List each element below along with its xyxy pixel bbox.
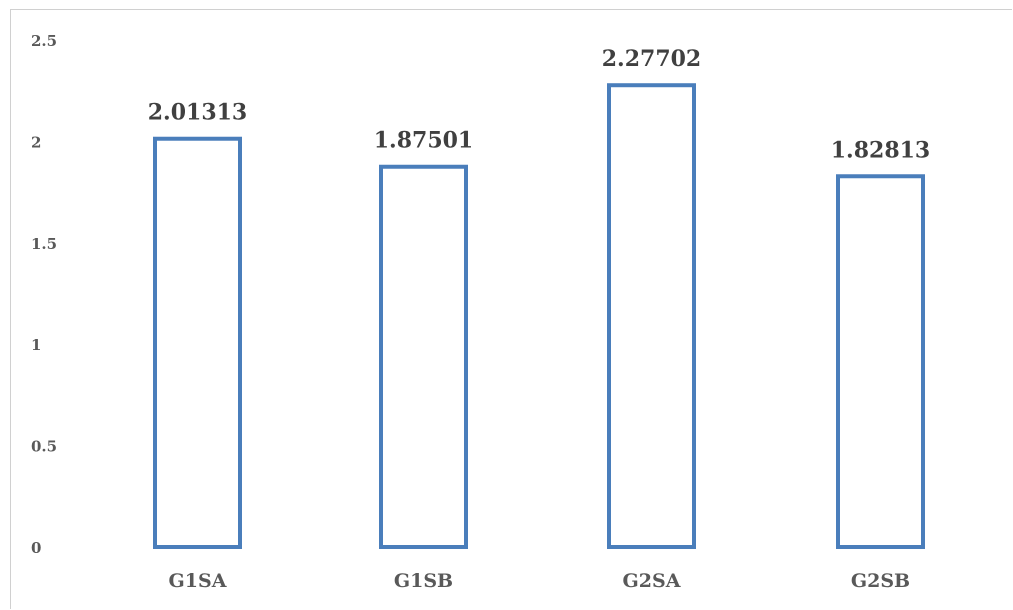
data-label: 2.01313 [148,100,248,126]
x-tick-label: G2SB [851,570,910,592]
data-label: 1.87501 [374,128,474,154]
y-tick-label: 2 [31,133,41,151]
y-tick-label: 1.5 [31,235,57,253]
data-label: 2.27702 [602,46,702,72]
y-tick-label: 2.5 [31,32,57,50]
x-tick-label: G1SB [394,570,453,592]
y-tick-label: 1 [31,336,41,354]
x-tick-label: G1SA [169,570,227,592]
y-tick-label: 0.5 [31,438,57,456]
chart-frame: 0 0.5 1 1.5 2 2.5 2.01313 1.87501 2.27702 1.8281… [10,9,1012,609]
bar-g2sa [607,83,696,550]
bar-g2sb [836,174,925,549]
x-tick-label: G2SA [623,570,681,592]
bar-chart: 0 0.5 1 1.5 2 2.5 2.01313 1.87501 2.27702 1.8281… [31,32,931,592]
y-axis-ticks: 0 0.5 1 1.5 2 2.5 [31,32,57,557]
data-label: 1.82813 [831,137,931,163]
bar-g1sa [153,136,242,549]
bars [153,83,925,550]
x-axis-labels: G1SA G1SB G2SA G2SB [169,570,911,592]
bar-g1sb [379,164,468,549]
data-labels: 2.01313 1.87501 2.27702 1.82813 [148,46,931,163]
y-tick-label: 0 [31,539,41,557]
